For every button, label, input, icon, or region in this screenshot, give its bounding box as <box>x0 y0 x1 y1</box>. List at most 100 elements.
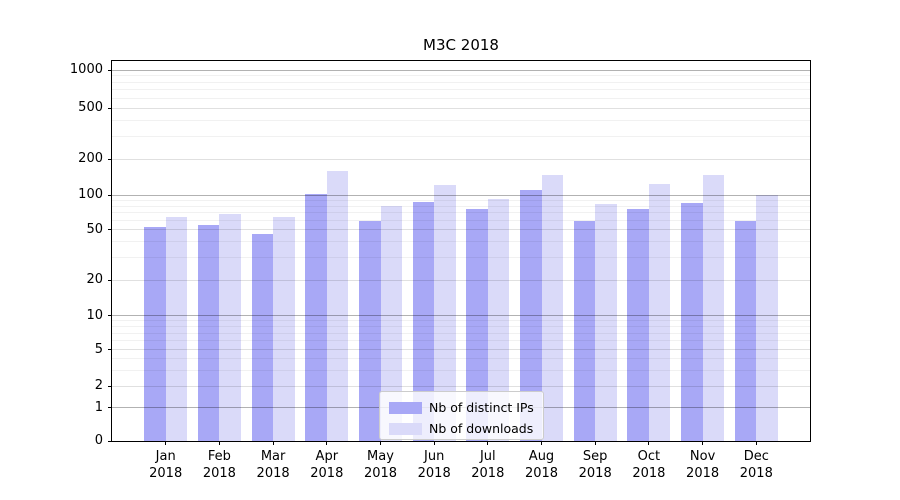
x-tick-label-feb: Feb 2018 <box>189 448 249 482</box>
x-tick-month-aug: Aug <box>528 449 555 464</box>
bars-layer <box>112 61 810 441</box>
x-tick-month-dec: Dec <box>743 449 769 464</box>
y-tick-label-20: 20 <box>86 272 103 288</box>
legend-swatch-distinct-ips-icon <box>389 401 422 414</box>
x-tick-label-nov: Nov 2018 <box>673 448 733 482</box>
x-tick-mar <box>272 441 274 445</box>
bar-distinct-ips-mar <box>251 234 274 441</box>
x-tick-month-jun: Jun <box>424 449 445 464</box>
x-tick-oct <box>648 441 650 445</box>
legend-item-downloads: Nb of downloads <box>380 418 543 439</box>
x-tick-year-jul: 2018 <box>471 466 505 482</box>
legend-item-distinct-ips: Nb of distinct IPs <box>380 397 543 418</box>
bar-distinct-ips-apr <box>305 193 327 441</box>
x-tick-month-oct: Oct <box>637 449 661 464</box>
x-tick-label-apr: Apr 2018 <box>297 448 357 482</box>
bar-downloads-aug <box>541 174 563 441</box>
x-tick-nov <box>702 441 704 445</box>
x-tick-label-jul: Jul 2018 <box>458 448 518 482</box>
bar-distinct-ips-feb <box>197 224 220 441</box>
y-tick-5 <box>108 349 112 351</box>
x-tick-sep <box>594 441 596 445</box>
x-tick-year-oct: 2018 <box>632 466 666 482</box>
y-tick-100 <box>108 194 112 196</box>
y-tick-500 <box>108 107 112 109</box>
bar-distinct-ips-dec <box>734 220 757 441</box>
bar-downloads-oct <box>648 184 671 441</box>
y-tick-2 <box>108 385 112 387</box>
x-tick-month-mar: Mar <box>260 449 286 464</box>
x-tick-year-apr: 2018 <box>310 466 344 482</box>
bar-downloads-jul <box>487 199 510 441</box>
x-tick-year-nov: 2018 <box>686 466 720 482</box>
y-tick-10 <box>108 315 112 317</box>
bar-downloads-sep <box>595 203 617 441</box>
y-tick-1000 <box>108 69 112 71</box>
x-tick-year-sep: 2018 <box>578 466 612 482</box>
bar-distinct-ips-sep <box>573 221 596 441</box>
x-tick-label-oct: Oct 2018 <box>619 448 679 482</box>
x-tick-may <box>380 441 381 445</box>
y-tick-label-10: 10 <box>86 307 103 323</box>
bar-downloads-dec <box>756 194 778 441</box>
y-tick-label-500: 500 <box>78 100 103 116</box>
y-tick-50 <box>108 229 112 230</box>
x-tick-label-jun: Jun 2018 <box>404 448 464 482</box>
bar-distinct-ips-jan <box>144 226 166 441</box>
x-tick-feb <box>218 441 220 445</box>
chart-title: M3C 2018 <box>423 36 499 54</box>
legend-swatch-downloads-icon <box>389 422 422 435</box>
x-tick-label-sep: Sep 2018 <box>565 448 625 482</box>
x-tick-jun <box>433 441 435 445</box>
x-tick-month-may: May <box>367 449 394 464</box>
x-tick-aug <box>541 441 542 445</box>
x-tick-year-feb: 2018 <box>202 466 236 482</box>
x-tick-month-apr: Apr <box>315 449 339 464</box>
legend-label-distinct-ips: Nb of distinct IPs <box>429 400 534 415</box>
bar-downloads-may <box>380 205 402 441</box>
x-tick-label-aug: Aug 2018 <box>512 448 572 482</box>
y-tick-label-100: 100 <box>78 187 103 203</box>
x-tick-year-dec: 2018 <box>739 466 773 482</box>
y-tick-label-1000: 1000 <box>69 62 103 77</box>
y-tick-200 <box>108 158 112 160</box>
x-tick-label-dec: Dec 2018 <box>726 448 786 482</box>
legend-label-downloads: Nb of downloads <box>429 421 534 436</box>
x-tick-year-aug: 2018 <box>524 466 559 482</box>
x-tick-month-jan: Jan <box>155 449 176 464</box>
plot-area: Nb of distinct IPs Nb of downloads 0 1 2 5 1… <box>70 60 811 481</box>
x-tick-month-feb: Feb <box>207 449 231 464</box>
x-tick-label-mar: Mar 2018 <box>243 448 303 482</box>
x-tick-month-nov: Nov <box>689 449 716 464</box>
bar-distinct-ips-may <box>359 221 381 441</box>
bar-distinct-ips-oct <box>627 209 649 441</box>
x-tick-jan <box>165 441 167 445</box>
x-tick-month-jul: Jul <box>479 449 496 464</box>
x-tick-jul <box>487 441 489 445</box>
x-tick-year-jan: 2018 <box>149 466 183 482</box>
legend: Nb of distinct IPs Nb of downloads <box>379 391 544 440</box>
bar-downloads-jan <box>165 216 188 441</box>
y-tick-label-1: 1 <box>94 399 103 415</box>
y-tick-label-5: 5 <box>94 341 103 357</box>
x-tick-month-sep: Sep <box>582 449 608 464</box>
y-tick-label-50: 50 <box>86 221 103 237</box>
bar-downloads-jun <box>434 184 456 441</box>
y-tick-1 <box>108 407 112 409</box>
x-tick-year-may: 2018 <box>363 466 398 482</box>
y-tick-label-2: 2 <box>94 378 103 394</box>
bar-downloads-mar <box>273 217 295 441</box>
x-tick-label-jan: Jan 2018 <box>136 448 196 482</box>
y-tick-0 <box>108 440 112 442</box>
bar-distinct-ips-jul <box>466 209 488 441</box>
x-tick-apr <box>326 441 328 445</box>
x-tick-year-jun: 2018 <box>417 466 451 482</box>
bar-downloads-feb <box>219 213 241 441</box>
x-tick-year-mar: 2018 <box>256 466 290 482</box>
bar-distinct-ips-aug <box>520 190 542 441</box>
y-tick-20 <box>108 279 112 281</box>
bar-downloads-apr <box>326 170 349 441</box>
x-tick-label-may: May 2018 <box>351 448 411 482</box>
y-tick-label-200: 200 <box>78 151 103 167</box>
